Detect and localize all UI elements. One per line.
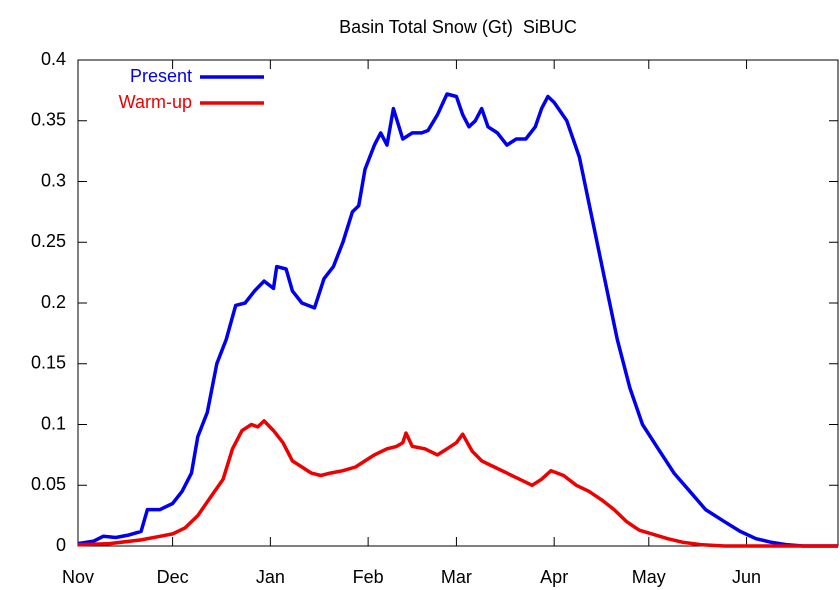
legend-label: Warm-up bbox=[119, 92, 192, 112]
x-tick-label: May bbox=[632, 567, 666, 587]
y-tick-label: 0.05 bbox=[31, 474, 66, 494]
x-tick-label: Dec bbox=[157, 567, 189, 587]
x-tick-label: Mar bbox=[441, 567, 472, 587]
y-tick-label: 0 bbox=[56, 535, 66, 555]
y-tick-label: 0.1 bbox=[41, 413, 66, 433]
series-line bbox=[77, 419, 838, 548]
series-line bbox=[77, 92, 838, 548]
x-tick-label: Jun bbox=[732, 567, 761, 587]
x-tick-label: Nov bbox=[62, 567, 94, 587]
chart-title: Basin Total Snow (Gt) SiBUC bbox=[339, 17, 577, 37]
y-tick-label: 0.4 bbox=[41, 49, 66, 69]
x-tick-label: Jan bbox=[256, 567, 285, 587]
y-tick-label: 0.15 bbox=[31, 353, 66, 373]
y-tick-label: 0.35 bbox=[31, 110, 66, 130]
legend-label: Present bbox=[130, 66, 192, 86]
y-tick-label: 0.2 bbox=[41, 292, 66, 312]
y-tick-label: 0.25 bbox=[31, 231, 66, 251]
y-tick-label: 0.3 bbox=[41, 170, 66, 190]
x-tick-label: Apr bbox=[540, 567, 568, 587]
x-tick-label: Feb bbox=[353, 567, 384, 587]
